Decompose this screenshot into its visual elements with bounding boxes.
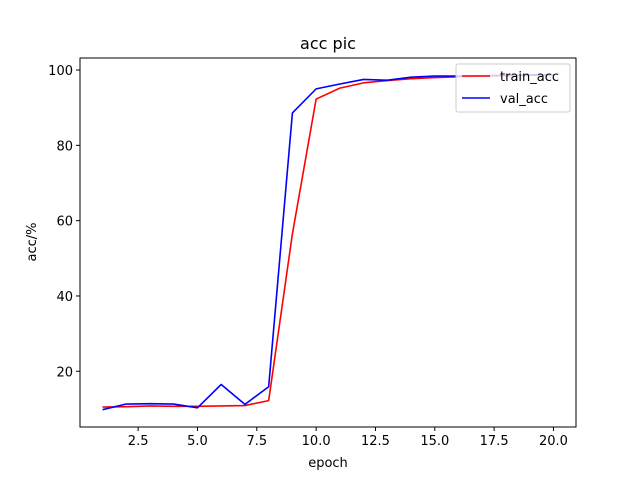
- legend-label-train-acc: train_acc: [500, 70, 559, 85]
- y-tick-label: 80: [56, 139, 73, 154]
- y-tick-label: 20: [56, 365, 73, 380]
- x-tick-label: 20.0: [539, 434, 568, 449]
- legend: train_acc val_acc: [455, 63, 571, 113]
- x-tick-label: 10.0: [302, 434, 331, 449]
- x-axis-label: epoch: [308, 456, 348, 471]
- x-tick-label: 2.5: [128, 434, 149, 449]
- y-axis-ticks: 20 40 60 80 100: [48, 64, 80, 380]
- y-tick-label: 60: [56, 215, 73, 230]
- y-axis-label: acc/%: [25, 223, 40, 262]
- y-tick-label: 100: [48, 64, 73, 79]
- y-tick-label: 40: [56, 290, 73, 305]
- plot-frame: [79, 57, 577, 428]
- x-tick-label: 15.0: [420, 434, 449, 449]
- x-tick-label: 7.5: [246, 434, 267, 449]
- x-tick-label: 17.5: [480, 434, 509, 449]
- legend-label-val-acc: val_acc: [500, 92, 548, 107]
- x-tick-label: 12.5: [361, 434, 390, 449]
- x-axis-ticks: 2.5 5.0 7.5 10.0 12.5 15.0 17.5 20.0: [128, 427, 568, 449]
- chart-title: acc pic: [300, 34, 356, 53]
- x-tick-label: 5.0: [187, 434, 208, 449]
